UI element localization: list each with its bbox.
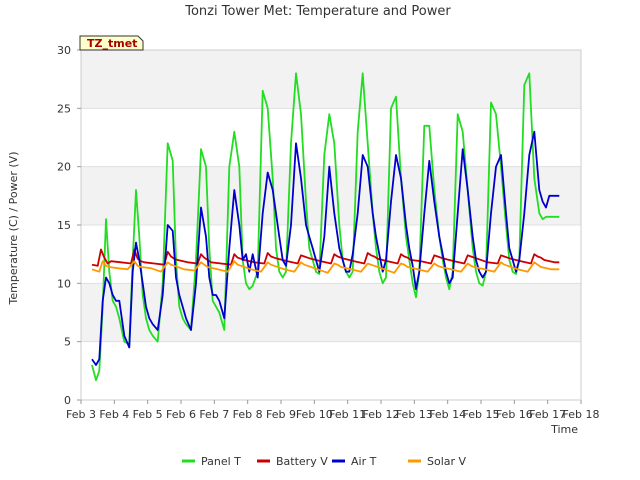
x-tick-label: Feb 6 xyxy=(166,408,196,421)
series-line-air-t xyxy=(91,130,560,366)
y-tick-label: 20 xyxy=(57,161,71,174)
badge-label: TZ_tmet xyxy=(87,37,137,50)
station-badge: TZ_tmet xyxy=(79,35,144,51)
x-axis-ticks: Feb 3 Feb 4 Feb 5 Feb 6 Feb 7 Feb 8 Feb 9 Feb 1… xyxy=(66,400,599,421)
badge-shape xyxy=(79,35,144,51)
grid-band xyxy=(81,283,581,342)
y-tick-label: 0 xyxy=(64,394,71,407)
x-tick-label: Feb 14 xyxy=(429,408,466,421)
y-tick-label: 15 xyxy=(57,219,71,232)
grid-band xyxy=(81,108,581,167)
x-tick-label: Feb 13 xyxy=(396,408,433,421)
y-tick-label: 25 xyxy=(57,102,71,115)
series-line-panel-t xyxy=(91,72,560,382)
legend-label: Solar V xyxy=(427,455,467,468)
y-tick-label: 5 xyxy=(64,336,71,349)
y-axis-label: Temperature (C) / Power (V) xyxy=(7,151,20,305)
y-axis-ticks: 0 5 10 15 20 25 30 xyxy=(57,44,81,407)
series-line-battery-v xyxy=(91,248,560,267)
x-tick-label: Feb 7 xyxy=(199,408,229,421)
x-tick-label: Feb 16 xyxy=(496,408,533,421)
x-tick-label: Feb 9 xyxy=(266,408,296,421)
x-axis-label: Time xyxy=(550,423,578,436)
grid-band xyxy=(81,50,581,109)
x-tick-label: Feb 4 xyxy=(99,408,129,421)
series-layer xyxy=(91,72,560,382)
chart-title: Tonzi Tower Met: Temperature and Power xyxy=(184,4,451,19)
series-line-solar-v xyxy=(91,260,560,274)
grid-band xyxy=(81,341,581,400)
x-tick-label: Feb 18 xyxy=(563,408,600,421)
x-tick-label: Feb 11 xyxy=(329,408,366,421)
x-tick-label: Feb 15 xyxy=(463,408,500,421)
legend-label: Battery V xyxy=(276,455,328,468)
x-tick-label: Feb 10 xyxy=(296,408,333,421)
y-tick-label: 10 xyxy=(57,277,71,290)
legend-label: Panel T xyxy=(201,455,241,468)
legend: Panel T Battery V Air T Solar V xyxy=(182,455,467,468)
x-tick-label: Feb 17 xyxy=(529,408,566,421)
x-tick-label: Feb 3 xyxy=(66,408,96,421)
y-tick-label: 30 xyxy=(57,44,71,57)
x-tick-label: Feb 12 xyxy=(363,408,400,421)
x-tick-label: Feb 8 xyxy=(233,408,263,421)
x-tick-label: Feb 5 xyxy=(133,408,163,421)
legend-label: Air T xyxy=(351,455,377,468)
